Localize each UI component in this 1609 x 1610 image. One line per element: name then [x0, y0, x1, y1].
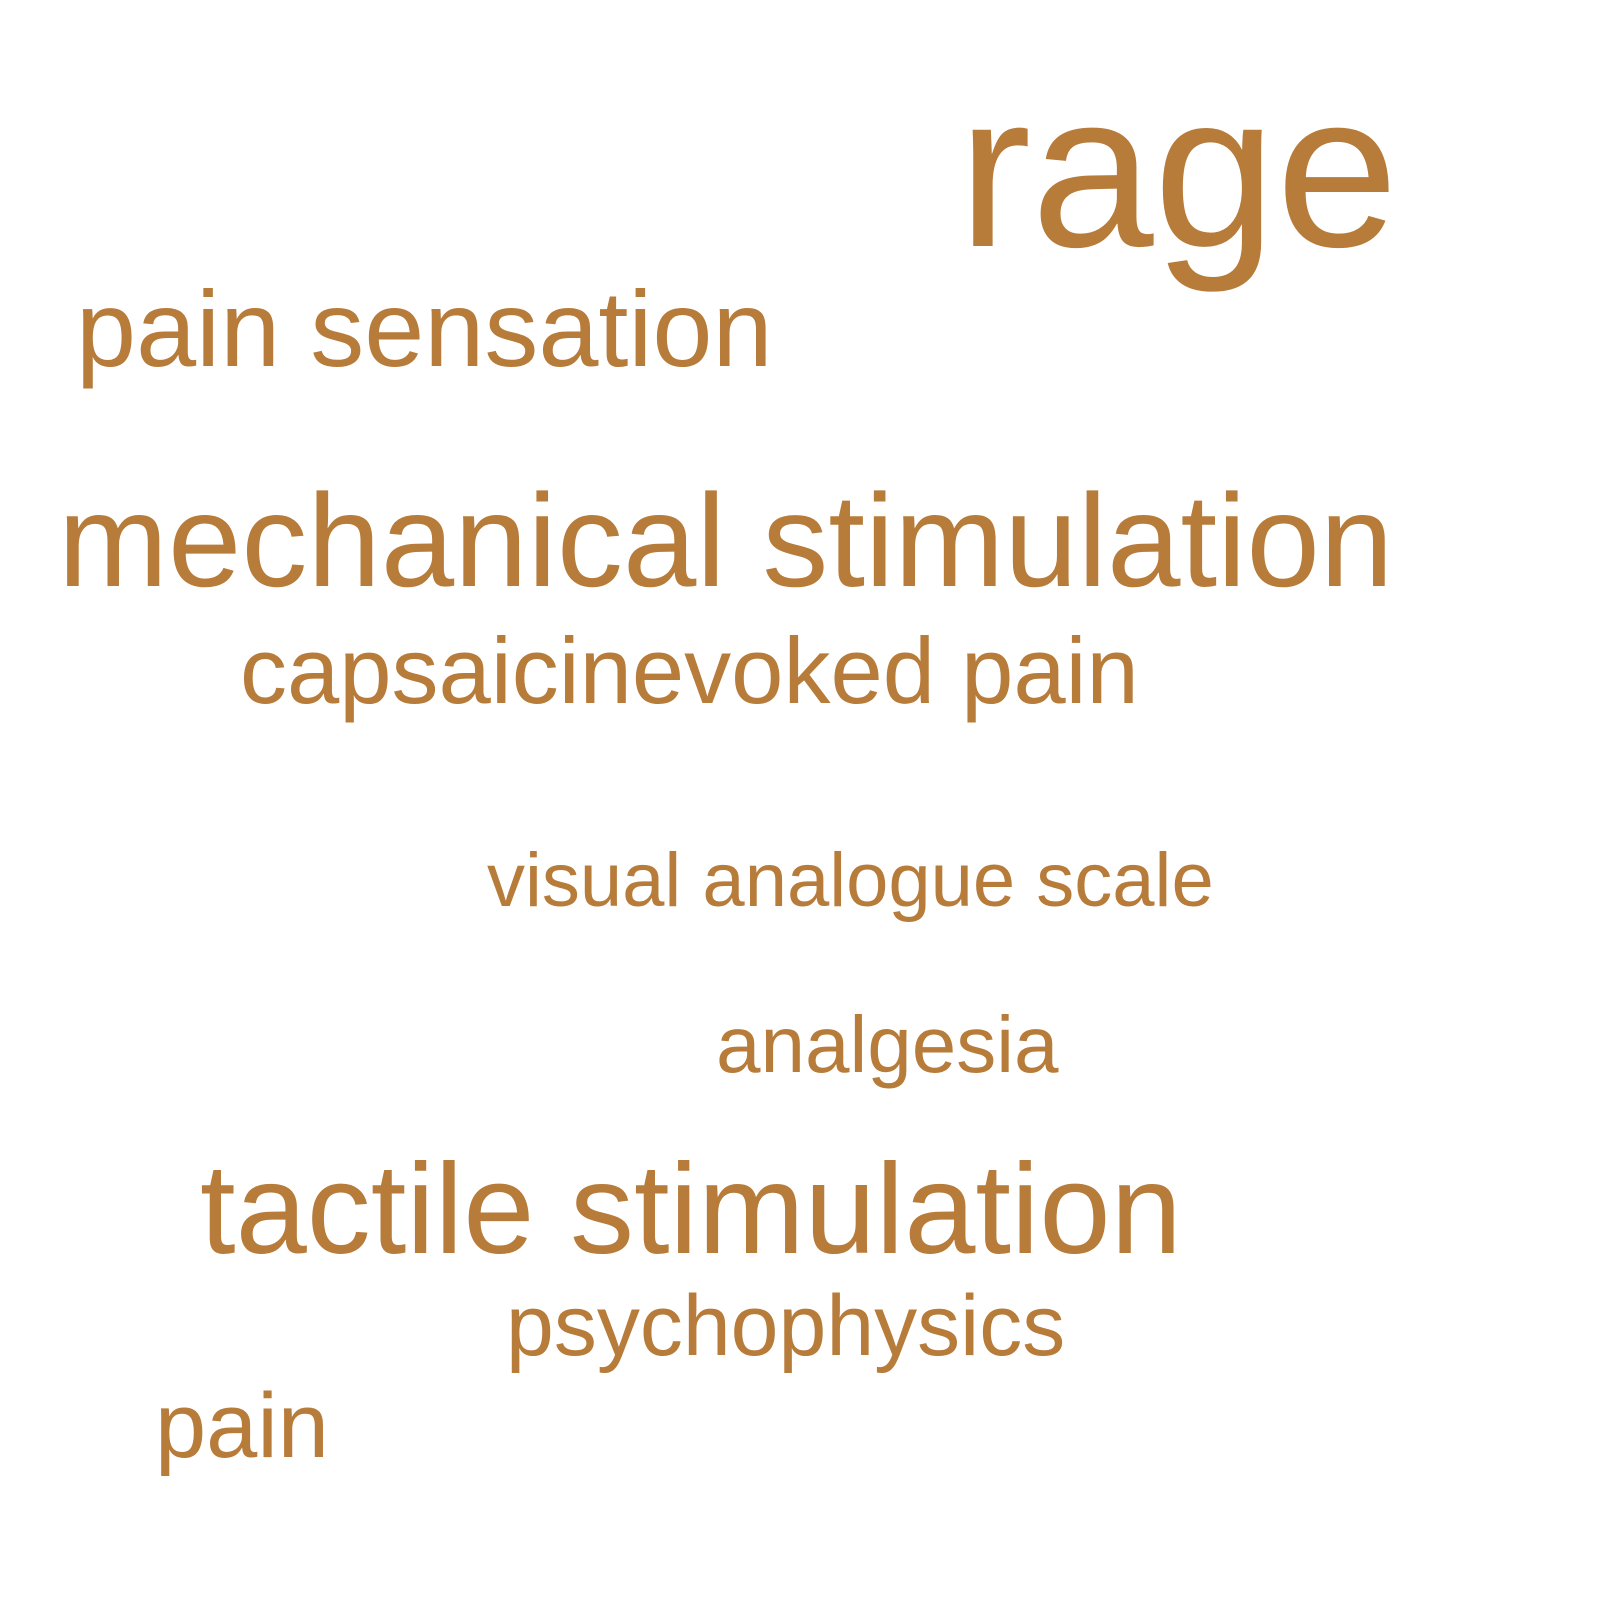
word-rage: rage	[958, 47, 1399, 293]
word-mechanical-stimulation: mechanical stimulation	[58, 467, 1394, 614]
word-psychophysics: psychophysics	[506, 1278, 1066, 1374]
word-pain-sensation: pain sensation	[76, 268, 773, 389]
word-visual-analogue-scale: visual analogue scale	[487, 838, 1214, 923]
word-tactile-stimulation: tactile stimulation	[200, 1138, 1182, 1281]
word-analgesia: analgesia	[716, 1000, 1059, 1089]
word-pain: pain	[155, 1375, 329, 1477]
word-capsaicinevoked-pain: capsaicinevoked pain	[240, 618, 1139, 723]
